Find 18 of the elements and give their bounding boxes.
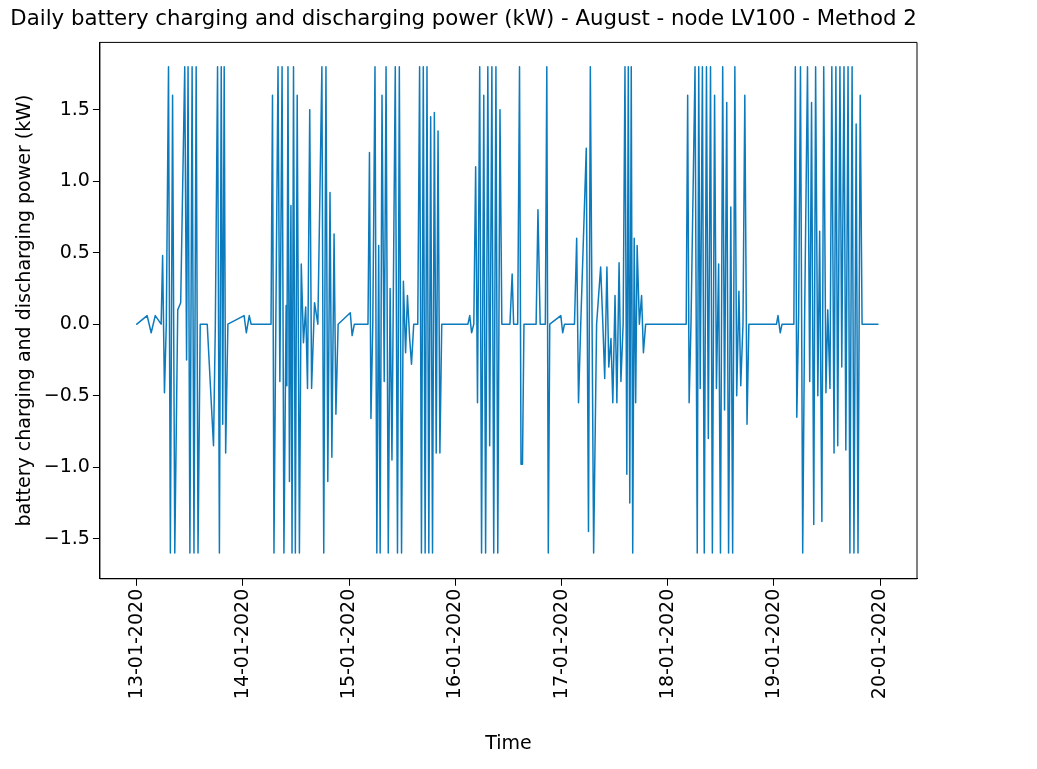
y-axis-title: battery charging and discharging power (kW): [12, 94, 35, 527]
y-tick-label: −1.5: [43, 525, 90, 548]
x-axis-title: Time: [484, 730, 532, 753]
x-tick-label: 16-01-2020: [442, 588, 465, 700]
y-tick-label: 1.0: [59, 168, 90, 191]
y-tick-label: 0.5: [59, 239, 90, 262]
y-tick-label: 1.5: [59, 96, 90, 119]
y-tick-label: 0.0: [59, 311, 90, 334]
x-tick-label: 17-01-2020: [548, 588, 571, 700]
x-tick-label: 15-01-2020: [336, 588, 359, 700]
y-tick-label: −0.5: [43, 382, 90, 405]
chart-title: Daily battery charging and discharging power (kW) - August - node LV100 - Method 2: [10, 4, 917, 30]
x-tick-label: 13-01-2020: [123, 588, 146, 700]
x-tick-label: 14-01-2020: [229, 588, 252, 700]
y-tick-label: −1.0: [43, 454, 90, 477]
x-tick-label: 20-01-2020: [867, 588, 890, 700]
x-tick-label: 19-01-2020: [760, 588, 783, 700]
x-tick-label: 18-01-2020: [654, 588, 677, 700]
